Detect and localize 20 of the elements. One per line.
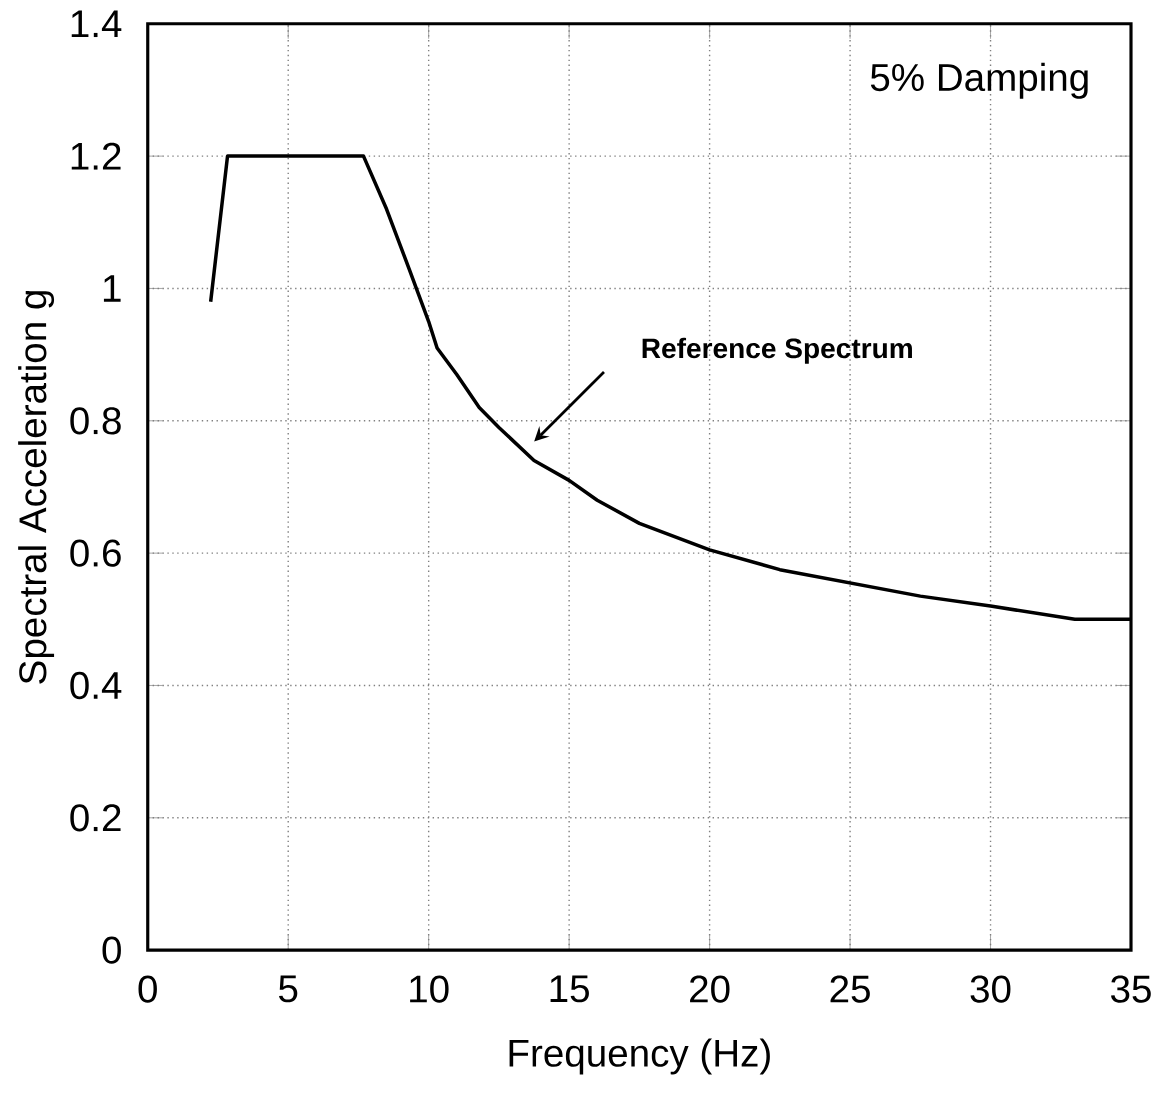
x-tick-label: 10 — [410, 975, 449, 1003]
y-tick-label: 1.2 — [71, 142, 121, 170]
y-tick-label: 0.2 — [70, 804, 121, 832]
x-tick-label: 5 — [279, 975, 298, 1003]
x-axis-title: Frequency (Hz) — [509, 1038, 770, 1075]
y-tick-label: 0.4 — [70, 671, 122, 700]
y-tick-label: 0.8 — [70, 407, 121, 435]
y-tick-label: 1.4 — [71, 10, 122, 38]
x-tick-label: 25 — [830, 975, 870, 1003]
y-tick-label: 0.6 — [70, 539, 121, 567]
x-tick-label: 0 — [138, 975, 157, 1003]
y-tick-label: 0 — [102, 936, 121, 964]
annotation: Reference Spectrum — [642, 337, 912, 364]
y-axis-title: Spectral Acceleration g — [18, 291, 55, 684]
x-tick-label: 20 — [690, 975, 730, 1003]
x-tick-label: 15 — [550, 975, 589, 1003]
annotation: 5% Damping — [870, 62, 1088, 99]
y-tick-label: 1 — [103, 275, 121, 302]
x-tick-label: 30 — [970, 975, 1011, 1003]
x-tick-label: 35 — [1111, 975, 1151, 1003]
